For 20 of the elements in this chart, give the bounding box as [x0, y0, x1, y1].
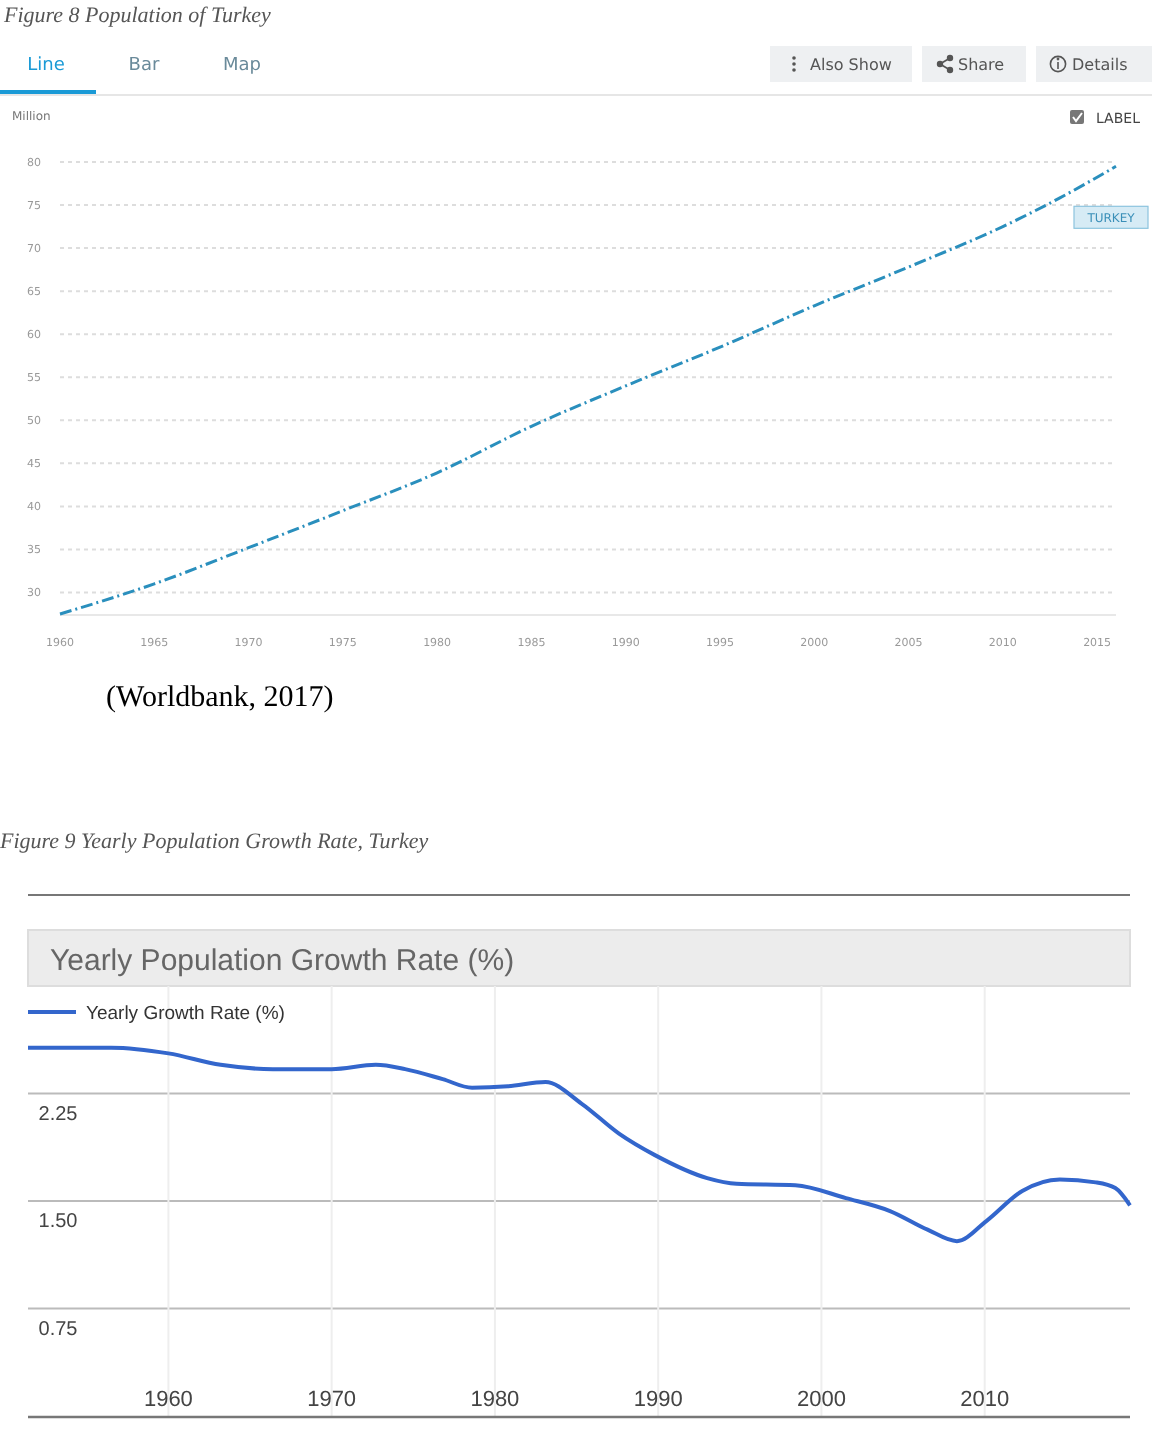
y-tick-label: 1.50	[38, 1211, 79, 1233]
x-tick-label: 1970	[307, 1388, 357, 1412]
x-tick-label: 2000	[796, 1388, 846, 1412]
chart-title: Figure 8 Population of Turkey	[2, 4, 272, 28]
text: Share	[958, 56, 1005, 74]
chart-title: Yearly Population Growth Rate (%)	[50, 944, 515, 978]
x-tick-label: 2010	[960, 1388, 1010, 1412]
x-tick-label: 1990	[633, 1388, 683, 1412]
x-tick-label: 1960	[143, 1388, 193, 1412]
text: Bar	[128, 56, 160, 76]
text: Map	[223, 56, 262, 76]
text: Details	[1072, 56, 1128, 74]
y-tick-label: 0.75	[38, 1318, 79, 1341]
text: Line	[27, 56, 66, 76]
x-tick-label: 1980	[470, 1388, 520, 1412]
legend-label: Yearly Growth Rate (%)	[86, 1003, 285, 1025]
text: Also Show	[810, 56, 893, 74]
y-tick-label: 2.25	[38, 1103, 79, 1126]
text: (Worldbank, 2017)	[106, 682, 334, 714]
caption: Figure 9 Yearly Population Growth Rate, Turkey	[0, 830, 429, 854]
